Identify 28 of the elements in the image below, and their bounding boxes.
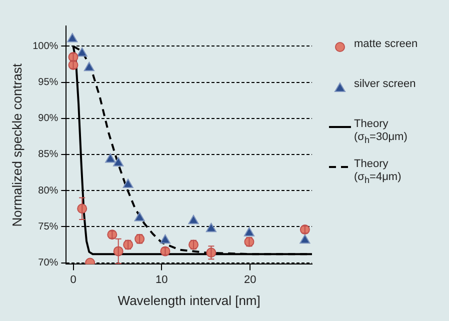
point xyxy=(160,234,170,244)
point xyxy=(206,222,216,232)
x-tick-label: 0 xyxy=(70,274,76,286)
point xyxy=(113,157,124,166)
y-tick-label: 95% xyxy=(38,77,58,88)
point xyxy=(244,227,254,236)
legend-label: silver screen xyxy=(354,78,417,91)
point xyxy=(76,47,88,57)
y-axis-title: Normalized speckle contrast xyxy=(9,63,24,227)
legend-label: Theory (σ$_{h}$=4μm) xyxy=(354,158,402,188)
x-axis-title: Wavelength interval [nm] xyxy=(118,292,260,308)
y-tick-label: 75% xyxy=(38,221,58,232)
y-tick-label: 90% xyxy=(38,113,58,124)
x-tick-label: 20 xyxy=(244,274,256,286)
point xyxy=(122,178,134,188)
point xyxy=(84,62,94,72)
legend-label: matte screen xyxy=(354,38,419,51)
y-tick-label: 70% xyxy=(38,258,58,269)
point xyxy=(67,32,78,42)
y-tick-label: 80% xyxy=(38,185,58,196)
y-tick-label: 100% xyxy=(32,40,58,52)
x-tick-label: 10 xyxy=(156,274,168,286)
point xyxy=(300,234,310,244)
legend-label: Theory (σ$_{h}$=30μm) xyxy=(354,118,408,148)
point xyxy=(188,214,199,224)
y-tick-label: 85% xyxy=(38,149,58,160)
point xyxy=(105,154,116,163)
point xyxy=(134,212,145,222)
